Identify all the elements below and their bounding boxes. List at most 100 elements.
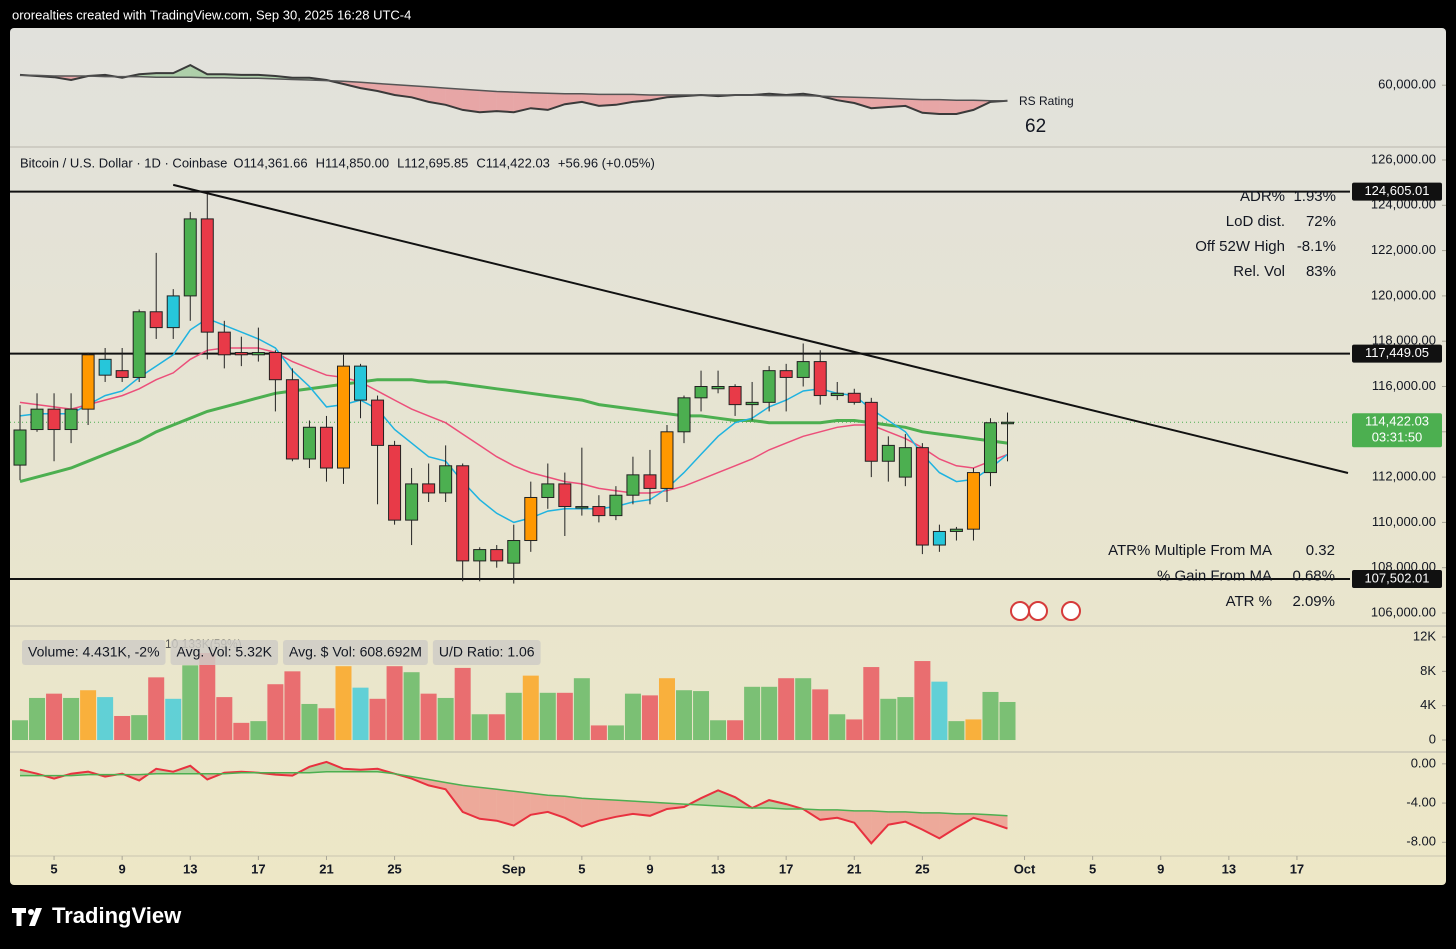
band-fill xyxy=(479,787,497,821)
volume-bar xyxy=(863,667,880,741)
stat-label: % Gain From MA xyxy=(1157,567,1272,584)
candle-body xyxy=(660,431,674,489)
volume-bar xyxy=(80,690,97,741)
volume-legend-text: Avg. $ Vol: 608.692M xyxy=(289,644,422,660)
footer-logo xyxy=(12,908,42,926)
volume-bar xyxy=(386,666,403,741)
candle-body xyxy=(13,429,27,466)
flag-icon xyxy=(1028,601,1048,621)
volume-bar xyxy=(999,701,1016,741)
band-fill xyxy=(479,90,497,113)
band-fill xyxy=(854,97,872,109)
stat-label: LoD dist. xyxy=(1226,213,1285,230)
volume-bar xyxy=(556,692,573,741)
x-tick-label: 17 xyxy=(779,861,793,876)
band-fill xyxy=(871,810,889,844)
logo-mark xyxy=(12,908,26,926)
band-fill xyxy=(513,92,531,113)
candle-body xyxy=(592,506,606,517)
candle-body xyxy=(166,295,180,329)
volume-bar xyxy=(982,691,999,741)
candle-body xyxy=(234,352,248,356)
volume-bar xyxy=(335,666,352,741)
y-tick-label: 106,000.00 xyxy=(1371,604,1436,619)
candle-body xyxy=(796,361,810,378)
volume-bar xyxy=(573,678,590,741)
volume-bar xyxy=(812,689,829,741)
volume-bar xyxy=(318,708,335,741)
volume-bar xyxy=(46,693,63,741)
y-tick-label: 4K xyxy=(1420,697,1436,712)
moving-average xyxy=(19,347,1008,494)
band-fill xyxy=(462,89,480,113)
volume-bar xyxy=(12,720,28,741)
candle-body xyxy=(881,444,895,462)
volume-bar xyxy=(761,686,778,741)
stat-value: 72% xyxy=(1306,213,1336,230)
volume-bar xyxy=(727,720,744,741)
price-label: 124,605.01 xyxy=(1364,183,1429,198)
last-price-box xyxy=(1352,413,1442,448)
band-fill xyxy=(445,782,463,812)
candle-body xyxy=(439,465,453,494)
candle-body xyxy=(473,549,487,562)
x-tick-label: Oct xyxy=(1014,861,1036,876)
candle-body xyxy=(81,354,95,410)
candle-body xyxy=(762,370,776,403)
y-tick-label: 120,000.00 xyxy=(1371,287,1436,302)
candle-body xyxy=(98,358,112,376)
candle-body xyxy=(405,483,419,521)
band-fill xyxy=(632,801,650,816)
stat-label: ATR % xyxy=(1226,593,1272,610)
volume-legend-box xyxy=(432,640,541,665)
candle-body xyxy=(609,494,623,517)
rs-label: RS Rating xyxy=(1019,94,1074,108)
candle-body xyxy=(932,530,946,546)
y-tick-label: 8K xyxy=(1420,663,1436,678)
volume-bar xyxy=(437,697,454,741)
candle-body xyxy=(149,311,163,329)
x-tick-label: 5 xyxy=(578,861,585,876)
volume-bar xyxy=(522,675,539,741)
volume-legend-text: Volume: 4.431K, -2% xyxy=(28,644,160,660)
band-fill xyxy=(581,798,599,827)
volume-bar xyxy=(29,697,46,741)
candle-body xyxy=(302,426,316,460)
band-fill xyxy=(598,799,616,821)
y-tick-label: 126,000.00 xyxy=(1371,151,1436,166)
volume-bar xyxy=(778,678,795,741)
volume-bar xyxy=(165,698,182,741)
candle-body xyxy=(285,379,299,460)
footer-brand: TradingView xyxy=(52,903,182,928)
volume-legend-box xyxy=(283,640,428,665)
volume-bar xyxy=(590,725,607,741)
candle-body xyxy=(64,408,78,431)
volume-bar xyxy=(114,715,131,741)
candle-body xyxy=(949,528,963,532)
volume-bar xyxy=(250,721,267,741)
price-label: 117,449.05 xyxy=(1365,345,1429,360)
price-label-box xyxy=(1352,344,1442,363)
candle-body xyxy=(558,483,572,508)
x-tick-label: 17 xyxy=(251,861,265,876)
volume-bar xyxy=(471,714,488,741)
x-tick-label: 5 xyxy=(50,861,57,876)
volume-bar xyxy=(897,697,914,741)
band-fill xyxy=(530,92,548,110)
volume-legend-box xyxy=(22,640,166,665)
rs-rating: 62 xyxy=(1025,116,1046,137)
stat-label: ADR% xyxy=(1240,188,1285,205)
logo-mark xyxy=(28,909,34,915)
volume-bar xyxy=(352,687,369,741)
candle-body xyxy=(813,361,827,397)
x-tick-label: 9 xyxy=(119,861,126,876)
band-fill xyxy=(428,86,446,105)
stat-value: 2.09% xyxy=(1292,593,1335,610)
candle-body xyxy=(847,392,861,403)
ohlc-label: L112,695.85 xyxy=(397,155,468,170)
candle-body xyxy=(711,386,725,390)
volume-bar xyxy=(63,697,80,741)
volume-bar xyxy=(539,692,556,741)
